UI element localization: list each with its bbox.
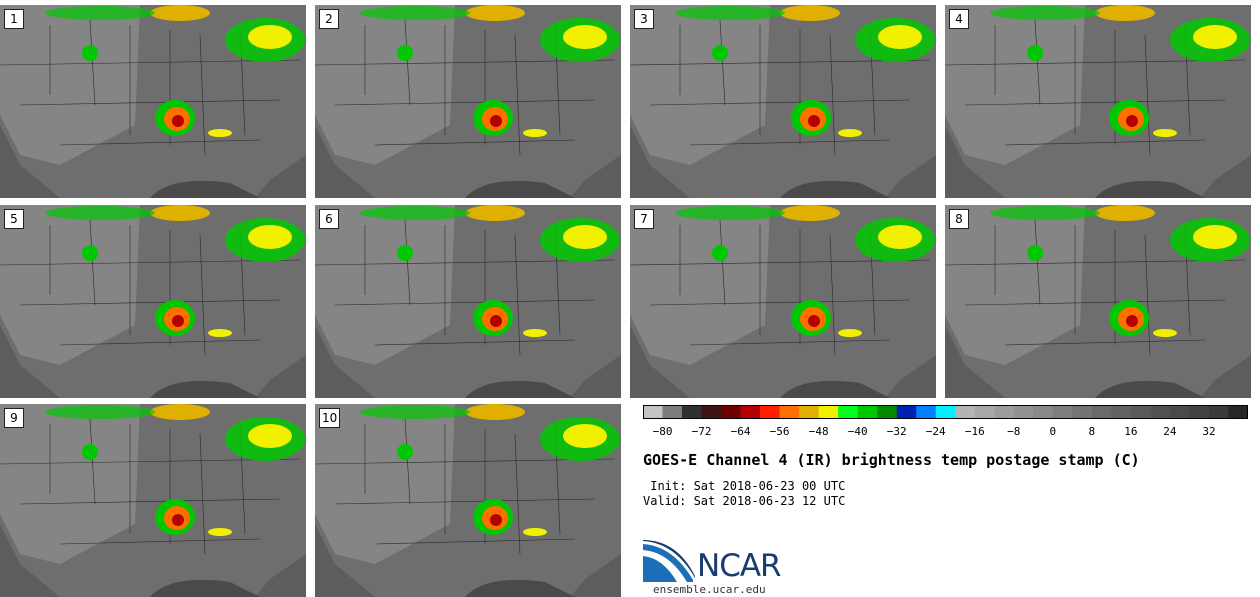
colorbar-bin [916,405,937,419]
satellite-panel: 1 [0,5,306,198]
colorbar-bin [1072,405,1093,419]
colorbar-bin [721,405,742,419]
figure-title: GOES-E Channel 4 (IR) brightness temp po… [643,451,1140,469]
colorbar-bin [955,405,976,419]
satellite-panel: 2 [315,5,621,198]
colorbar-bin [838,405,859,419]
satellite-image [315,404,621,597]
colorbar-tick-label: 24 [1163,425,1177,438]
colorbar-bin [974,405,995,419]
colorbar-tick-label: −56 [769,425,790,438]
satellite-image [945,205,1251,398]
colorbar-bin [818,405,839,419]
run-info: Init: Sat 2018-06-23 00 UTC Valid: Sat 2… [643,479,845,509]
satellite-image [315,205,621,398]
init-time: Init: Sat 2018-06-23 00 UTC [643,479,846,493]
satellite-panel: 7 [630,205,936,398]
colorbar-bin [935,405,956,419]
satellite-panel: 8 [945,205,1251,398]
colorbar-bin [799,405,820,419]
satellite-panel: 3 [630,5,936,198]
satellite-image [630,205,936,398]
colorbar-bin [1150,405,1171,419]
colorbar-bin [1130,405,1151,419]
satellite-panel: 10 [315,404,621,597]
colorbar-tick-label: −40 [847,425,868,438]
colorbar-outline [643,405,1248,419]
colorbar-bin [1189,405,1210,419]
colorbar-bin [1169,405,1190,419]
satellite-panel: 9 [0,404,306,597]
colorbar-tick-label: −80 [652,425,673,438]
panel-number: 5 [4,209,24,229]
colorbar-tick-label: −8 [1007,425,1021,438]
colorbar-bin [994,405,1015,419]
colorbar-tick-label: 8 [1088,425,1096,438]
satellite-image [0,205,306,398]
panel-number: 10 [319,408,341,428]
panel-number: 6 [319,209,339,229]
satellite-image [945,5,1251,198]
colorbar [643,405,1248,419]
ncar-logo-icon [643,540,695,582]
colorbar-tick-label: −16 [964,425,985,438]
colorbar-bin [877,405,898,419]
satellite-panel: 5 [0,205,306,398]
satellite-image [0,5,306,198]
colorbar-tick-label: 0 [1049,425,1057,438]
colorbar-bin [779,405,800,419]
panel-number: 1 [4,9,24,29]
panel-number: 8 [949,209,969,229]
panel-number: 9 [4,408,24,428]
colorbar-bin [857,405,878,419]
panel-number: 2 [319,9,339,29]
valid-time: Valid: Sat 2018-06-23 12 UTC [643,494,846,508]
panel-number: 4 [949,9,969,29]
colorbar-bin [682,405,703,419]
site-url: ensemble.ucar.edu [653,583,766,596]
colorbar-bin [1208,405,1229,419]
colorbar-bin [1091,405,1112,419]
colorbar-tick-label: −32 [886,425,907,438]
colorbar-bin [1111,405,1132,419]
colorbar-tick-label: −64 [730,425,751,438]
panel-number: 3 [634,9,654,29]
colorbar-bin [1052,405,1073,419]
panel-number: 7 [634,209,654,229]
colorbar-bin [1033,405,1054,419]
colorbar-tick-label: −48 [808,425,829,438]
colorbar-bin [1013,405,1034,419]
satellite-panel: 4 [945,5,1251,198]
colorbar-bin [1228,405,1248,419]
colorbar-tick-label: 32 [1202,425,1216,438]
satellite-image [315,5,621,198]
colorbar-tick-label: −72 [691,425,712,438]
satellite-image [630,5,936,198]
colorbar-bin [740,405,761,419]
colorbar-bin [662,405,683,419]
satellite-panel: 6 [315,205,621,398]
colorbar-tick-label: −24 [925,425,946,438]
colorbar-bin [643,405,664,419]
satellite-image [0,404,306,597]
colorbar-bin [896,405,917,419]
colorbar-bin [760,405,781,419]
colorbar-bin [701,405,722,419]
logo-wordmark: NCAR [697,548,782,584]
colorbar-tick-label: 16 [1124,425,1138,438]
